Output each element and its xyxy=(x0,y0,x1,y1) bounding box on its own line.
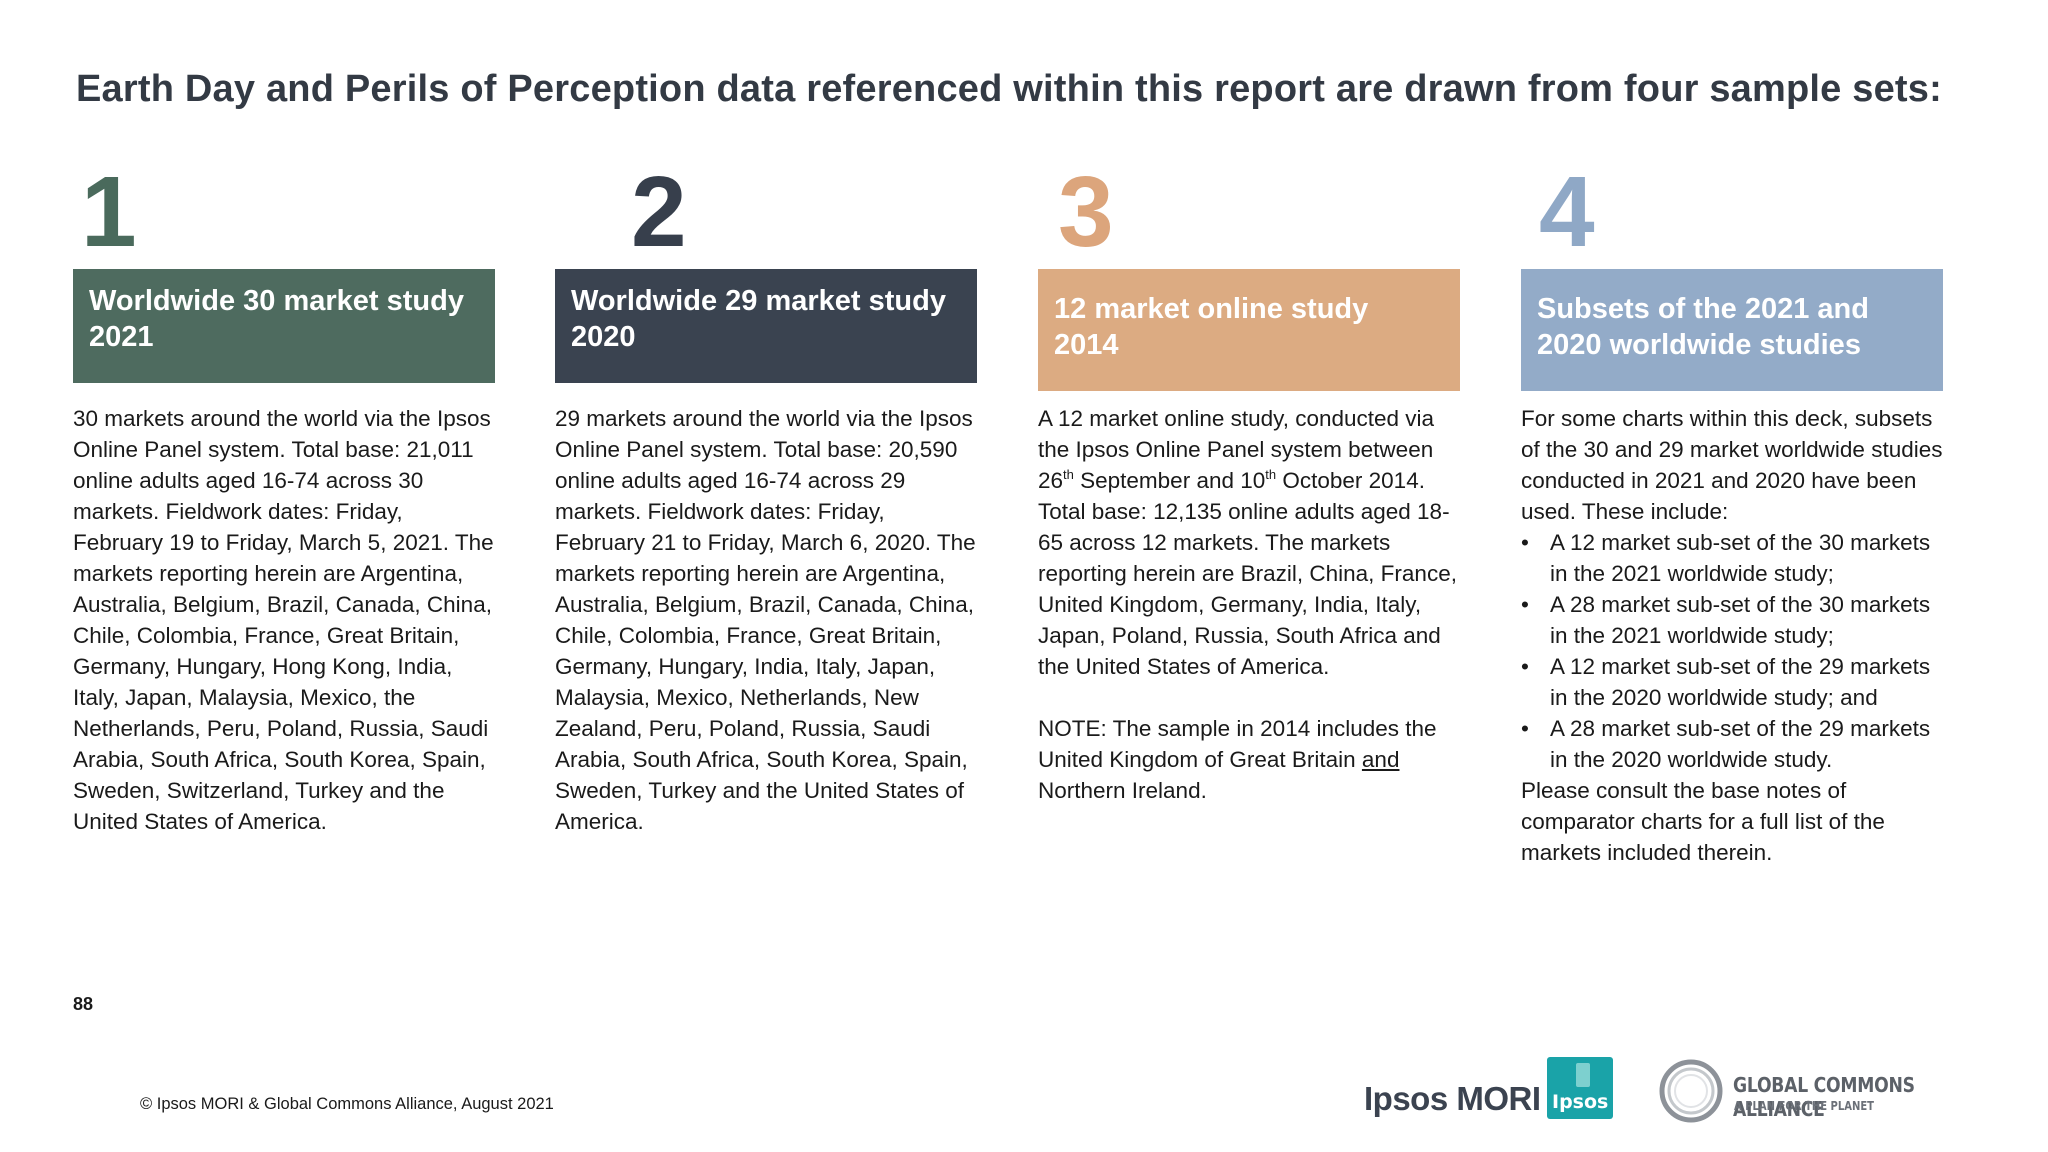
list-item-text: A 28 market sub-set of the 29 markets in… xyxy=(1550,716,1931,772)
sample-heading-line: Worldwide 29 market study xyxy=(571,285,946,317)
copyright-footer: © Ipsos MORI & Global Commons Alliance, … xyxy=(140,1095,554,1113)
text-segment: Northern Ireland. xyxy=(1038,778,1207,803)
sample-heading-line: 2021 xyxy=(89,321,154,353)
list-item: • A 12 market sub-set of the 29 markets i… xyxy=(1521,651,1943,713)
list-item: • A 12 market sub-set of the 30 markets i… xyxy=(1521,527,1943,589)
text-segment: September and 10 xyxy=(1073,468,1266,493)
text-segment: NOTE: The sample in 2014 includes the Un… xyxy=(1038,716,1437,772)
sample-heading-box: Worldwide 30 market study 2021 xyxy=(73,269,495,383)
sample-description: 30 markets around the world via the Ipso… xyxy=(73,403,495,837)
sample-heading-line: 2020 xyxy=(571,321,636,353)
sample-set-1: 1 Worldwide 30 market study 2021 30 mark… xyxy=(73,158,495,837)
sample-set-4: 4 Subsets of the 2021 and 2020 worldwide… xyxy=(1521,158,1943,868)
sample-heading-line: Worldwide 30 market study xyxy=(89,285,464,317)
bullet-icon: • xyxy=(1521,530,1529,555)
sample-heading-box: Subsets of the 2021 and 2020 worldwide s… xyxy=(1521,269,1943,391)
bullet-icon: • xyxy=(1521,716,1529,741)
sample-number: 1 xyxy=(81,156,137,268)
sample-description-text: 30 markets around the world via the Ipso… xyxy=(73,406,494,834)
sample-number: 2 xyxy=(631,156,687,268)
global-commons-alliance-circle-icon xyxy=(1659,1059,1723,1123)
bullet-icon: • xyxy=(1521,654,1529,679)
sample-heading-line: 2020 worldwide studies xyxy=(1537,329,1861,361)
sample-description: 29 markets around the world via the Ipso… xyxy=(555,403,977,837)
page-title: Earth Day and Perils of Perception data … xyxy=(76,68,1942,110)
sample-description-text: 29 markets around the world via the Ipso… xyxy=(555,406,976,834)
subset-list: • A 12 market sub-set of the 30 markets i… xyxy=(1521,527,1943,775)
global-commons-alliance-tagline: A PLAN FOR THE PLANET xyxy=(1734,1098,1874,1113)
sample-heading-box: 12 market online study 2014 xyxy=(1038,269,1460,391)
sample-heading-line: 12 market online study xyxy=(1054,293,1369,325)
sample-set-3: 3 12 market online study 2014 A 12 marke… xyxy=(1038,158,1460,806)
sample-number: 3 xyxy=(1058,156,1114,268)
sample-number: 4 xyxy=(1539,156,1595,268)
bullet-icon: • xyxy=(1521,592,1529,617)
list-item: • A 28 market sub-set of the 30 markets i… xyxy=(1521,589,1943,651)
sample-description: For some charts within this deck, subset… xyxy=(1521,403,1943,868)
sample-description-text: A 12 market online study, conducted via … xyxy=(1038,403,1460,682)
sample-description: A 12 market online study, conducted via … xyxy=(1038,403,1460,806)
superscript: th xyxy=(1063,467,1074,482)
ipsos-mori-logo: Ipsos MORI xyxy=(1364,1080,1541,1117)
sample-description-intro: For some charts within this deck, subset… xyxy=(1521,406,1943,524)
list-item: • A 28 market sub-set of the 29 markets i… xyxy=(1521,713,1943,775)
underlined-text: and xyxy=(1361,747,1400,772)
ipsos-logo-mark xyxy=(1576,1063,1590,1087)
text-segment: October 2014. Total base: 12,135 online … xyxy=(1038,468,1457,679)
ipsos-logo-text: Ipsos xyxy=(1552,1091,1609,1113)
ipsos-logo: Ipsos xyxy=(1547,1057,1613,1119)
list-item-text: A 12 market sub-set of the 29 markets in… xyxy=(1550,654,1931,710)
sample-note: NOTE: The sample in 2014 includes the Un… xyxy=(1038,713,1460,806)
list-item-text: A 12 market sub-set of the 30 markets in… xyxy=(1550,530,1931,586)
superscript: th xyxy=(1265,467,1277,482)
sample-heading-line: Subsets of the 2021 and xyxy=(1537,293,1869,325)
sample-set-2: 2 Worldwide 29 market study 2020 29 mark… xyxy=(555,158,977,837)
global-commons-alliance-logo-name: GLOBAL COMMONS ALLIANCE xyxy=(1733,1073,1915,1121)
sample-heading-box: Worldwide 29 market study 2020 xyxy=(555,269,977,383)
sample-description-outro: Please consult the base notes of compara… xyxy=(1521,778,1885,865)
page-number: 88 xyxy=(73,994,94,1014)
list-item-text: A 28 market sub-set of the 30 markets in… xyxy=(1550,592,1931,648)
sample-heading-line: 2014 xyxy=(1054,329,1119,361)
text-segment: A 12 market online study, conducted via … xyxy=(1038,406,1435,493)
